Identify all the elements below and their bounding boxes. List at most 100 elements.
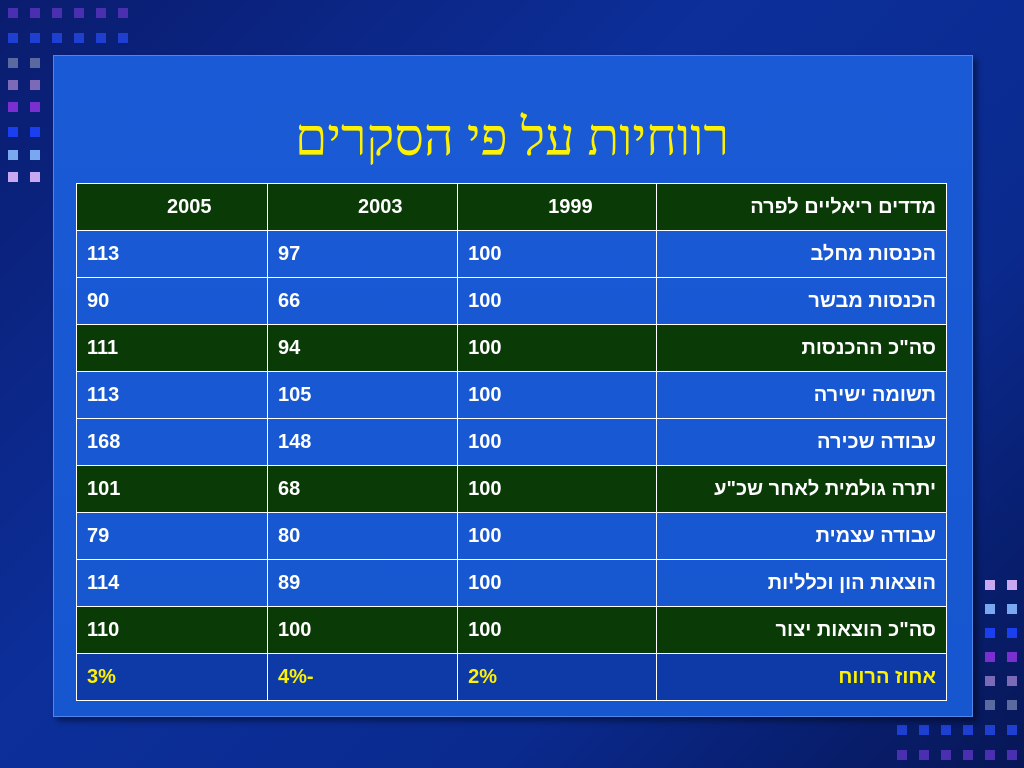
table-row: סה"כ הוצאות יצור 100 100 110 [75, 606, 947, 654]
decor-square [985, 652, 995, 662]
table-row: הכנסות מבשר 100 66 90 [75, 277, 947, 325]
table-row: הוצאות הון וכלליות 100 89 114 [75, 559, 947, 607]
row-value: 100 [267, 606, 459, 654]
row-value: 89 [267, 559, 459, 607]
row-label: תשומה ישירה [656, 371, 947, 419]
row-value: 168 [75, 418, 269, 466]
row-value: 114 [75, 559, 269, 607]
row-value: 79 [75, 512, 269, 560]
row-value: 100 [457, 230, 658, 278]
decor-square [1007, 652, 1017, 662]
decor-square [985, 750, 995, 760]
header-year-1999: 1999 [457, 183, 658, 231]
header-year-2005: 2005 [75, 183, 269, 231]
table-body: הכנסות מחלב 100 97 113 הכנסות מבשר 100 66 90 סה"… [75, 230, 947, 701]
decor-square [52, 33, 62, 43]
decor-square [919, 725, 929, 735]
decor-square [1007, 580, 1017, 590]
decor-square [8, 172, 18, 182]
row-label: סה"כ הוצאות יצור [656, 606, 947, 654]
row-value: 100 [457, 606, 658, 654]
row-value: 80 [267, 512, 459, 560]
decor-square [1007, 604, 1017, 614]
decor-square [30, 150, 40, 160]
row-value: 94 [267, 324, 459, 372]
decor-square [96, 33, 106, 43]
decor-square [96, 8, 106, 18]
row-value: 100 [457, 324, 658, 372]
row-label: הוצאות הון וכלליות [656, 559, 947, 607]
decor-square [1007, 628, 1017, 638]
decor-square [8, 102, 18, 112]
table-row: עבודה עצמית 100 80 79 [75, 512, 947, 560]
row-value: 2% [457, 653, 658, 701]
decor-square [8, 33, 18, 43]
table-row: עבודה שכירה 100 148 168 [75, 418, 947, 466]
row-value: 68 [267, 465, 459, 513]
row-label: אחוז הרווח [656, 653, 947, 701]
row-value: 113 [75, 371, 269, 419]
decor-square [1007, 676, 1017, 686]
row-value: 101 [75, 465, 269, 513]
decor-square [941, 725, 951, 735]
decor-square [30, 8, 40, 18]
decor-square [52, 8, 62, 18]
row-value: 110 [75, 606, 269, 654]
decor-square [985, 604, 995, 614]
row-value: 100 [457, 418, 658, 466]
decor-square [1007, 750, 1017, 760]
slide-title: רווחיות על פי הסקרים [294, 110, 730, 167]
row-value: 111 [75, 324, 269, 372]
table-row: סה"כ ההכנסות 100 94 111 [75, 324, 947, 372]
header-year-2003: 2003 [267, 183, 459, 231]
row-label: הכנסות מבשר [656, 277, 947, 325]
decor-square [8, 8, 18, 18]
row-value: 90 [75, 277, 269, 325]
decor-square [118, 8, 128, 18]
row-value: 148 [267, 418, 459, 466]
decor-square [30, 172, 40, 182]
decor-square [1007, 700, 1017, 710]
decor-square [30, 80, 40, 90]
table-row: יתרה גולמית לאחר שכ"ע 100 68 101 [75, 465, 947, 513]
decor-square [1007, 725, 1017, 735]
table-row: אחוז הרווח 2% -4% 3% [75, 653, 947, 701]
decor-square [74, 33, 84, 43]
header-label: מדדים ריאליים לפרה [656, 183, 947, 231]
row-value: 3% [75, 653, 269, 701]
decor-square [118, 33, 128, 43]
row-label: עבודה עצמית [656, 512, 947, 560]
decor-square [985, 725, 995, 735]
decor-square [985, 700, 995, 710]
table-row: הכנסות מחלב 100 97 113 [75, 230, 947, 278]
row-label: עבודה שכירה [656, 418, 947, 466]
profitability-table: מדדים ריאליים לפרה 1999 2003 2005 הכנסות… [75, 183, 947, 701]
row-value: 100 [457, 512, 658, 560]
decor-square [30, 33, 40, 43]
row-value: -4% [267, 653, 459, 701]
decor-square [8, 80, 18, 90]
row-value: 100 [457, 559, 658, 607]
decor-square [941, 750, 951, 760]
row-value: 105 [267, 371, 459, 419]
decor-square [30, 102, 40, 112]
decor-square [30, 58, 40, 68]
decor-square [8, 127, 18, 137]
row-value: 100 [457, 277, 658, 325]
table-row: תשומה ישירה 100 105 113 [75, 371, 947, 419]
row-value: 100 [457, 465, 658, 513]
decor-square [30, 127, 40, 137]
decor-square [963, 750, 973, 760]
row-value: 113 [75, 230, 269, 278]
decor-square [8, 58, 18, 68]
row-label: יתרה גולמית לאחר שכ"ע [656, 465, 947, 513]
decor-square [919, 750, 929, 760]
decor-square [985, 580, 995, 590]
decor-square [897, 725, 907, 735]
decor-square [897, 750, 907, 760]
decor-square [963, 725, 973, 735]
row-label: הכנסות מחלב [656, 230, 947, 278]
table-header-row: מדדים ריאליים לפרה 1999 2003 2005 [75, 183, 947, 231]
decor-square [74, 8, 84, 18]
decor-square [985, 676, 995, 686]
